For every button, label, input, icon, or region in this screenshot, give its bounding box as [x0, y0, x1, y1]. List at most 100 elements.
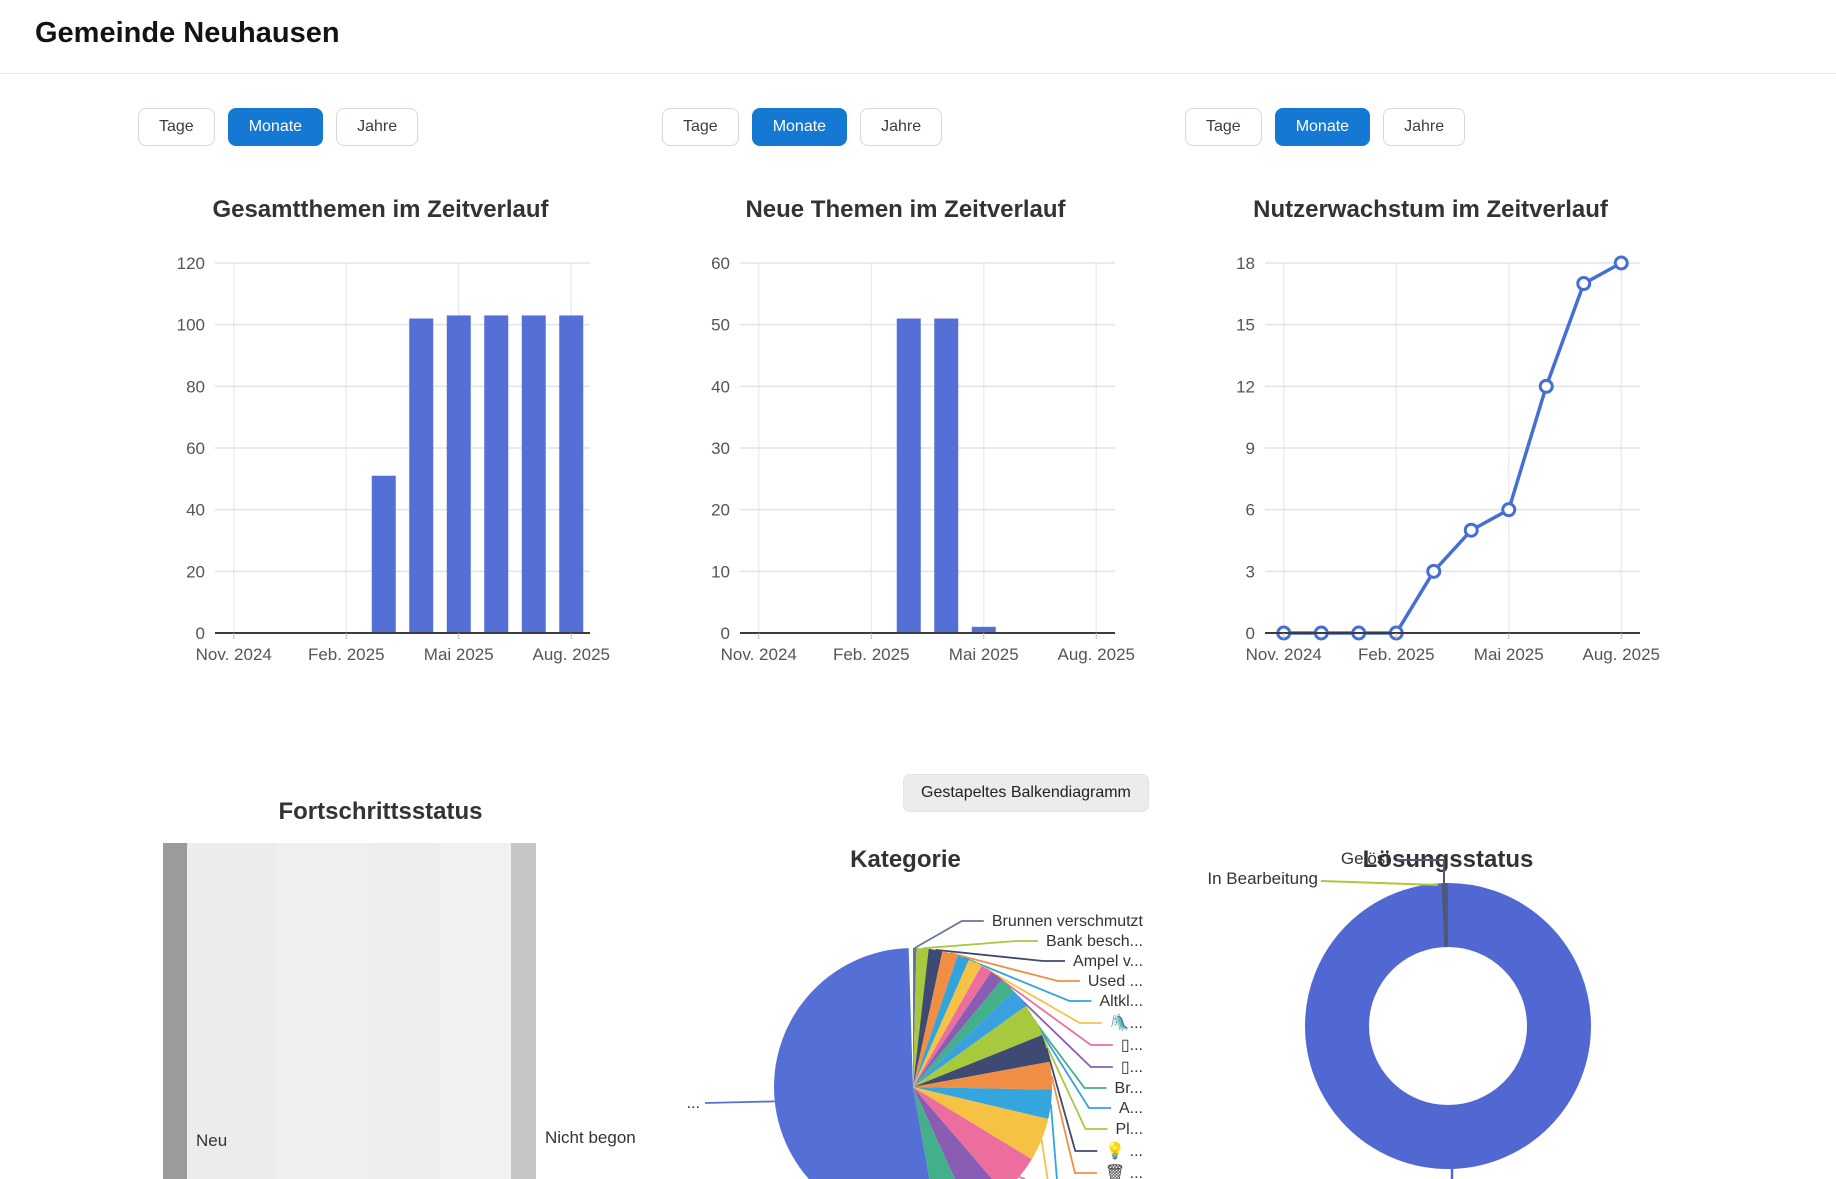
data-point-marker	[1538, 378, 1554, 394]
kategorie-pie-chart: Brunnen verschmutzt Bank besch... Ampel v.…	[687, 913, 1144, 1179]
x-tick-label: Nov. 2024	[1246, 645, 1322, 664]
y-tick-label: 60	[711, 254, 730, 273]
monate-button[interactable]: Monate	[227, 108, 324, 146]
donut-label-in-bearbeitung: In Bearbeitung	[1207, 869, 1318, 888]
chart-title-gesamtthemen: Gesamtthemen im Zeitverlauf	[212, 196, 549, 223]
leader-line	[1019, 997, 1111, 1109]
x-tick-label: Aug. 2025	[1057, 645, 1135, 664]
y-tick-label: 80	[186, 377, 205, 396]
data-point-marker	[1463, 522, 1479, 538]
y-tick-label: 15	[1236, 316, 1255, 335]
y-tick-label: 20	[711, 501, 730, 520]
jahre-button[interactable]: Jahre	[1383, 108, 1466, 146]
donut-slice-geloest	[1441, 883, 1448, 948]
leader-line	[1050, 1075, 1097, 1174]
leader-line-clipped	[1050, 1104, 1058, 1179]
pie-slice-label: 🗑 ...	[1105, 1164, 1143, 1179]
pie-slice-label: ▯...	[1121, 1059, 1143, 1076]
x-tick-label: Nov. 2024	[196, 645, 272, 664]
data-point-marker	[1426, 563, 1442, 579]
fortschrittsstatus-chart	[163, 843, 537, 1179]
in-bearbeitung-leader-line	[1320, 880, 1439, 886]
y-tick-label: 18	[1236, 254, 1255, 273]
chart-title-nutzerwachstum: Nutzerwachstum im Zeitverlauf	[1253, 196, 1608, 223]
x-tick-label: Feb. 2025	[308, 645, 385, 664]
y-tick-label: 40	[186, 501, 205, 520]
pie-slice-label: Pl...	[1115, 1121, 1143, 1138]
pie-slice	[913, 948, 943, 1087]
leader-line-clipped	[1040, 1139, 1049, 1179]
data-point-marker	[1576, 276, 1592, 292]
chart-title-fortschrittsstatus: Fortschrittsstatus	[278, 798, 483, 825]
leader-line	[914, 920, 984, 949]
pie-slice-label: ...	[687, 1095, 700, 1112]
y-tick-label: 60	[186, 439, 205, 458]
x-tick-label: Feb. 2025	[1358, 645, 1435, 664]
y-tick-label: 6	[1246, 501, 1255, 520]
chart-title-kategorie: Kategorie	[850, 846, 961, 873]
gestapeltes-balkendiagramm-button[interactable]: Gestapeltes Balkendiagramm	[903, 774, 1149, 812]
pie-slice-label: A...	[1119, 1100, 1143, 1117]
x-tick-label: Aug. 2025	[1582, 645, 1660, 664]
bar	[521, 315, 546, 633]
pie-slice	[913, 966, 992, 1087]
y-tick-label: 50	[711, 316, 730, 335]
tage-button[interactable]: Tage	[138, 108, 215, 146]
jahre-button[interactable]: Jahre	[336, 108, 419, 146]
tage-button[interactable]: Tage	[1185, 108, 1262, 146]
pie-slice	[913, 1087, 993, 1179]
leader-line	[704, 1100, 775, 1104]
jahre-button[interactable]: Jahre	[860, 108, 943, 146]
leader-line	[935, 948, 1066, 962]
geloest-leader-line	[1397, 859, 1445, 883]
y-tick-label: 0	[721, 624, 730, 643]
pie-slice	[913, 1035, 1050, 1087]
leader-line	[963, 956, 1092, 1002]
chart-title-neue-themen: Neue Themen im Zeitverlauf	[745, 196, 1066, 223]
pie-slice	[773, 948, 930, 1179]
monate-button[interactable]: Monate	[1274, 108, 1371, 146]
chart-title-loesungsstatus: Lösungsstatus	[1362, 846, 1534, 873]
pie-slice	[913, 951, 958, 1087]
y-tick-label: 10	[711, 562, 730, 581]
y-tick-label: 0	[1246, 624, 1255, 643]
y-tick-label: 12	[1236, 377, 1255, 396]
app-header: Gemeinde Neuhausen	[0, 0, 1836, 74]
pie-slice-label: Altkl...	[1099, 993, 1143, 1010]
page-title: Gemeinde Neuhausen	[35, 17, 340, 49]
pie-slice	[913, 972, 1002, 1087]
leader-line	[974, 961, 1102, 1024]
nutzerwachstum-line-chart: 0 3 6 9 12 15 18 Nov. 2024 Feb. 2025 Mai 2025 Aug.…	[1236, 254, 1660, 664]
bar	[371, 475, 396, 633]
y-tick-label: 40	[711, 377, 730, 396]
y-tick-label: 20	[186, 562, 205, 581]
pie-slice-label: 🛝...	[1110, 1013, 1143, 1032]
leader-line	[985, 968, 1113, 1046]
leader-line	[949, 952, 1080, 982]
y-tick-label: 3	[1246, 562, 1255, 581]
pie-slice-label: ▯...	[1121, 1037, 1143, 1054]
pie-slice	[913, 948, 929, 1087]
tage-button[interactable]: Tage	[662, 108, 739, 146]
donut-label-geloest: Gelöst	[1340, 849, 1390, 868]
y-tick-label: 30	[711, 439, 730, 458]
monate-button[interactable]: Monate	[751, 108, 848, 146]
leader-line	[1033, 1019, 1108, 1130]
fortschritt-label-neu: Neu	[196, 1131, 228, 1150]
x-tick-label: Feb. 2025	[833, 645, 910, 664]
pie-slice-label: Br...	[1115, 1080, 1143, 1097]
bar	[559, 315, 584, 633]
pie-slice-label: Bank besch...	[1046, 933, 1143, 950]
time-range-controls-nutzerwachstum: Tage Monate Jahre	[1185, 108, 1466, 146]
leader-line	[922, 940, 1039, 950]
time-range-controls-neue-themen: Tage Monate Jahre	[662, 108, 943, 146]
pie-slice-label: Used ...	[1088, 973, 1143, 990]
pie-slice	[913, 1087, 1052, 1120]
time-range-controls-gesamtthemen: Tage Monate Jahre	[138, 108, 419, 146]
data-point-marker	[1613, 255, 1629, 271]
pie-slice	[913, 1006, 1042, 1087]
pie-slice-label: 💡 ...	[1105, 1141, 1143, 1160]
pie-slice	[913, 979, 1014, 1087]
loesungsstatus-donut-chart	[1305, 859, 1591, 1179]
